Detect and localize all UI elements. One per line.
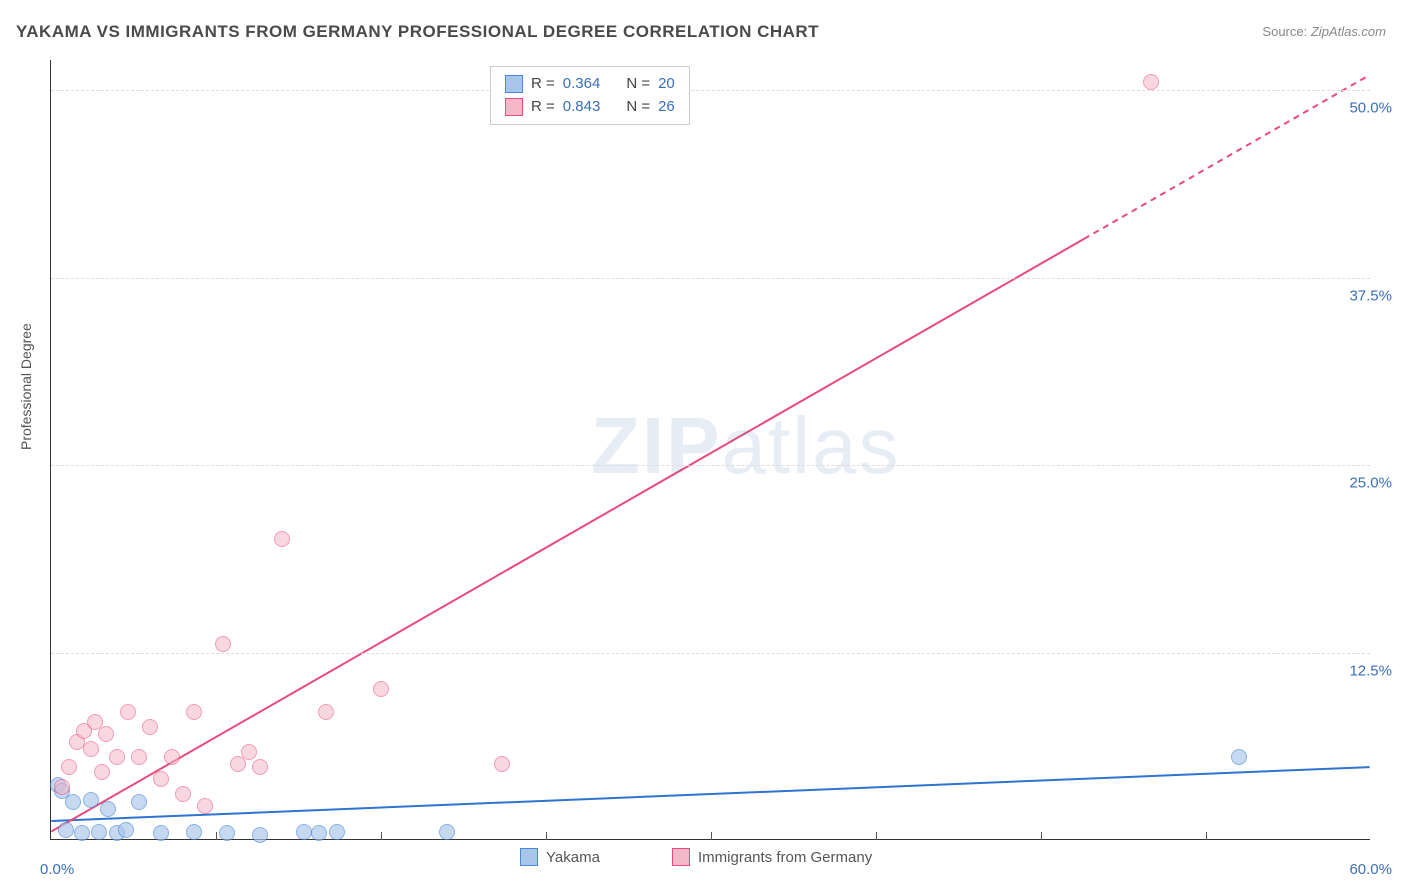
scatter-point [311, 825, 327, 841]
r-value: 0.364 [563, 73, 601, 96]
scatter-point [98, 726, 114, 742]
x-tick [876, 832, 877, 840]
scatter-point [91, 824, 107, 840]
x-tick-label: 60.0% [1349, 861, 1392, 878]
scatter-point [131, 794, 147, 810]
x-tick-label: 0.0% [40, 861, 74, 878]
legend-swatch [672, 848, 690, 866]
gridline-h [51, 278, 1370, 279]
scatter-point [494, 756, 510, 772]
watermark-rest: atlas [721, 401, 900, 490]
scatter-point [241, 744, 257, 760]
scatter-point [131, 749, 147, 765]
trend-line [51, 767, 1369, 821]
scatter-point [439, 824, 455, 840]
y-tick-label: 12.5% [1349, 662, 1392, 679]
scatter-point [197, 798, 213, 814]
x-tick [711, 832, 712, 840]
scatter-point [219, 825, 235, 841]
scatter-point [164, 749, 180, 765]
scatter-point [274, 531, 290, 547]
plot-area: ZIPatlas [50, 60, 1370, 840]
scatter-point [252, 759, 268, 775]
y-tick-label: 25.0% [1349, 475, 1392, 492]
scatter-point [58, 822, 74, 838]
scatter-point [153, 825, 169, 841]
scatter-point [142, 719, 158, 735]
scatter-point [100, 801, 116, 817]
x-tick [1041, 832, 1042, 840]
scatter-point [65, 794, 81, 810]
legend-swatch [505, 75, 523, 93]
r-label: R = [531, 73, 555, 96]
scatter-point [1231, 749, 1247, 765]
scatter-point [296, 824, 312, 840]
scatter-point [74, 825, 90, 841]
scatter-point [118, 822, 134, 838]
trend-line-dashed [1084, 75, 1370, 239]
x-tick [1206, 832, 1207, 840]
x-tick [216, 832, 217, 840]
chart-title: YAKAMA VS IMMIGRANTS FROM GERMANY PROFES… [16, 22, 819, 42]
n-label: N = [626, 73, 650, 96]
scatter-point [215, 636, 231, 652]
scatter-point [109, 749, 125, 765]
n-label: N = [626, 96, 650, 119]
legend-swatch [505, 98, 523, 116]
scatter-point [94, 764, 110, 780]
scatter-point [373, 681, 389, 697]
source-attribution: Source: ZipAtlas.com [1262, 24, 1386, 39]
scatter-point [329, 824, 345, 840]
scatter-point [153, 771, 169, 787]
stats-row: R = 0.364 N = 20 [505, 73, 675, 96]
r-label: R = [531, 96, 555, 119]
watermark-bold: ZIP [591, 401, 721, 490]
scatter-point [83, 792, 99, 808]
n-value: 26 [658, 96, 675, 119]
source-label: Source: [1262, 24, 1307, 39]
x-tick [381, 832, 382, 840]
y-tick-label: 37.5% [1349, 287, 1392, 304]
y-axis-label: Professional Degree [18, 323, 34, 450]
scatter-point [61, 759, 77, 775]
gridline-h [51, 465, 1370, 466]
series-legend-item: Immigrants from Germany [672, 848, 872, 866]
n-value: 20 [658, 73, 675, 96]
scatter-point [186, 704, 202, 720]
scatter-point [1143, 74, 1159, 90]
stats-legend: R = 0.364 N = 20 R = 0.843 N = 26 [490, 66, 690, 125]
stats-row: R = 0.843 N = 26 [505, 96, 675, 119]
y-tick-label: 50.0% [1349, 100, 1392, 117]
trend-line [51, 239, 1084, 832]
scatter-point [175, 786, 191, 802]
watermark: ZIPatlas [591, 400, 900, 492]
legend-label: Immigrants from Germany [698, 849, 872, 866]
scatter-point [54, 779, 70, 795]
legend-swatch [520, 848, 538, 866]
scatter-point [318, 704, 334, 720]
legend-label: Yakama [546, 849, 600, 866]
scatter-point [120, 704, 136, 720]
scatter-point [83, 741, 99, 757]
r-value: 0.843 [563, 96, 601, 119]
series-legend-item: Yakama [520, 848, 600, 866]
gridline-h [51, 90, 1370, 91]
scatter-point [186, 824, 202, 840]
scatter-point [252, 827, 268, 843]
source-value: ZipAtlas.com [1311, 24, 1386, 39]
x-tick [546, 832, 547, 840]
gridline-h [51, 653, 1370, 654]
trend-lines-layer [51, 60, 1370, 839]
